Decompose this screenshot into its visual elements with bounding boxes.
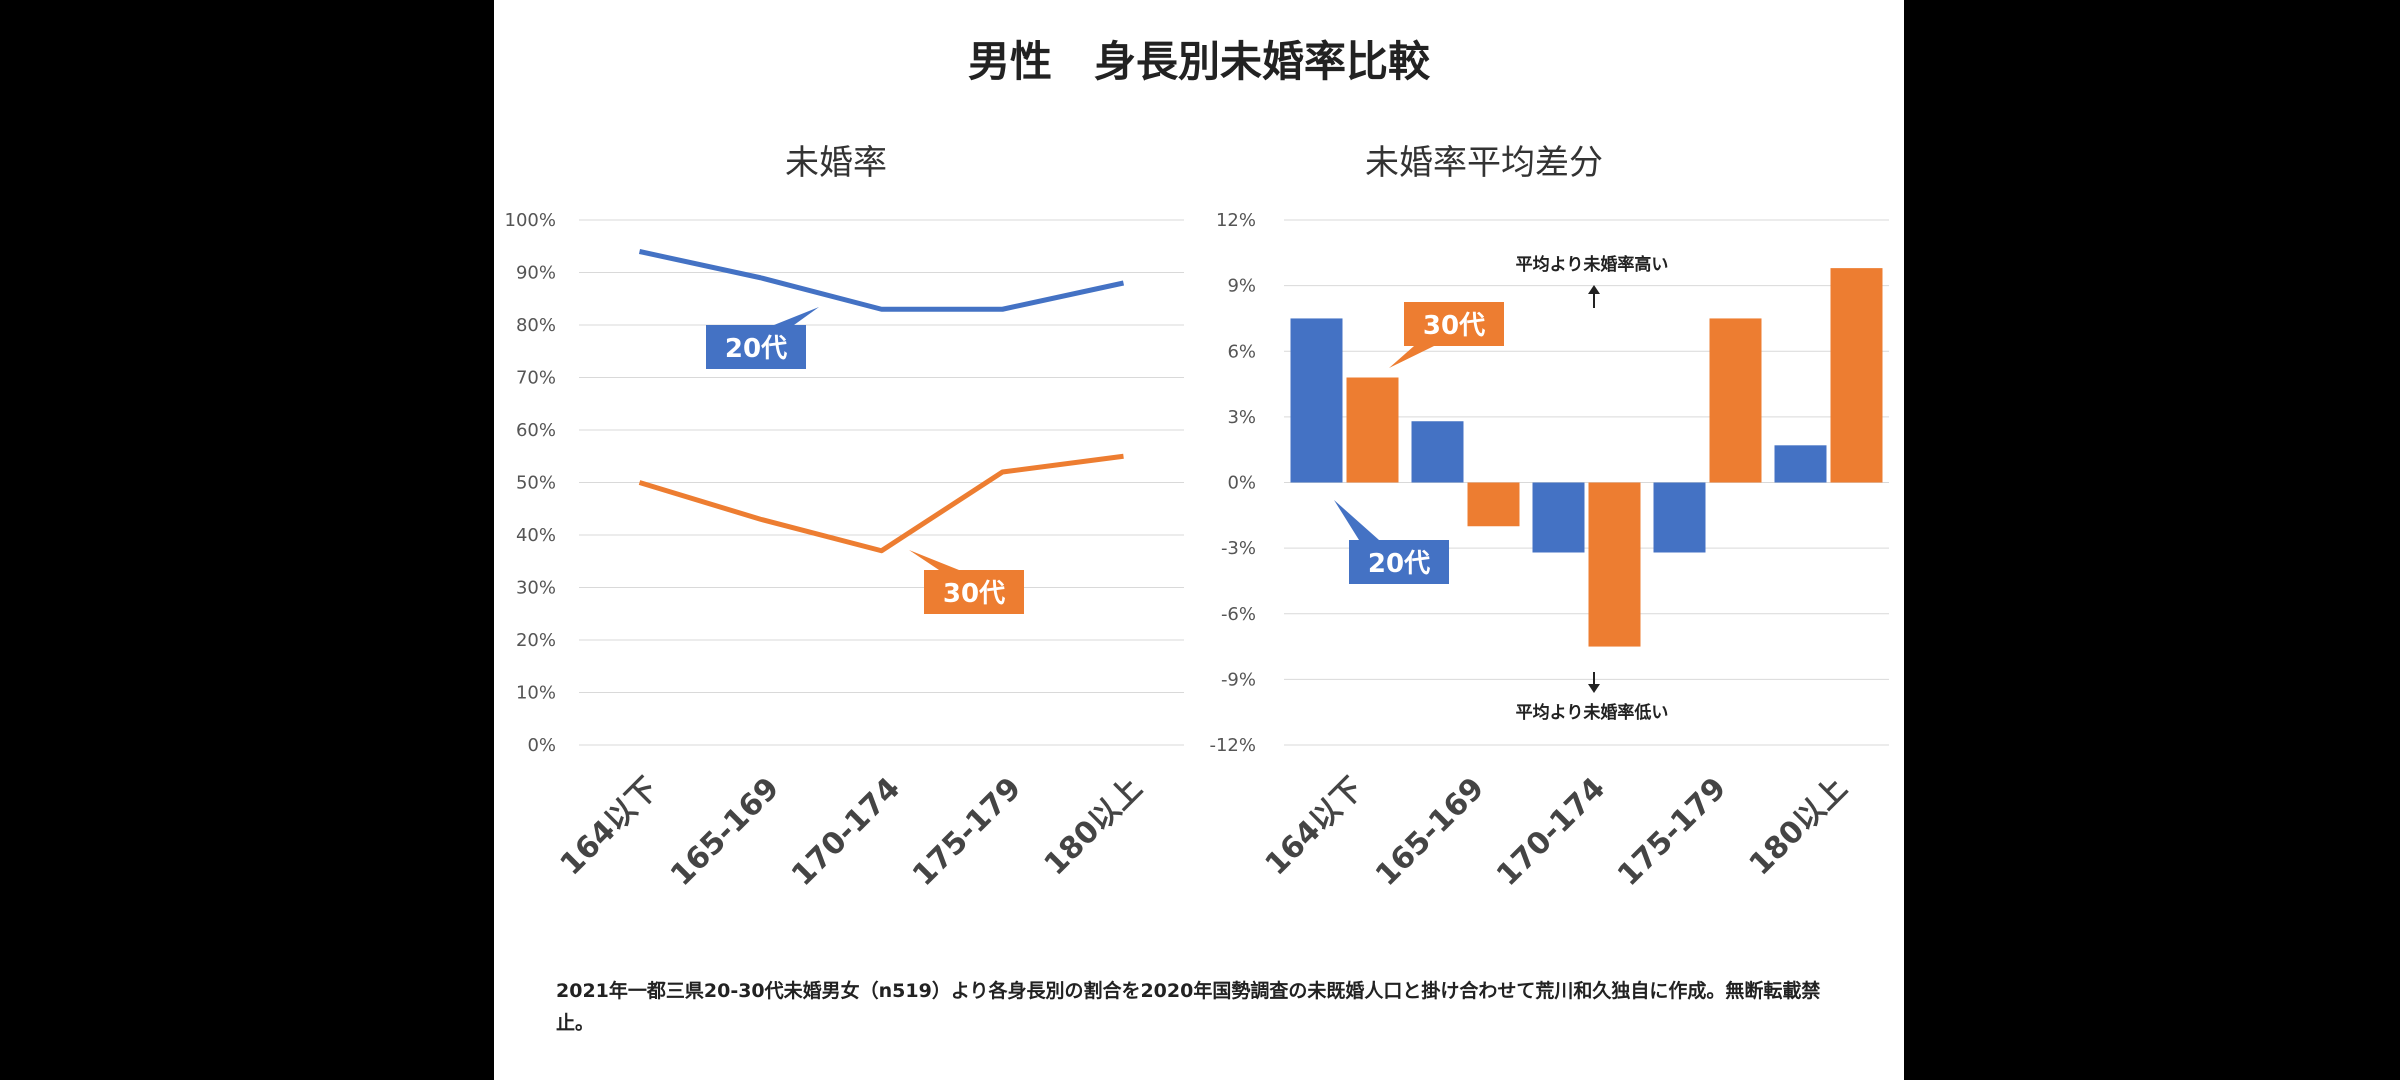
bar-y-tick-label: 3%: [1227, 407, 1256, 428]
bar-30s: [1709, 318, 1762, 483]
bar-30s: [1346, 377, 1399, 483]
bar-callout-20s-box: [1349, 540, 1449, 584]
bar-callout-20s-label: 20代: [1368, 549, 1430, 579]
bar-y-tick-label: -12%: [1209, 735, 1256, 756]
charts-svg: 100%90%80%70%60%50%40%30%20%10%0%164以下16…: [505, 210, 1889, 893]
line-y-tick-label: 70%: [516, 368, 556, 389]
bar-y-tick-label: 12%: [1216, 210, 1256, 231]
bar-20s: [1411, 421, 1464, 483]
line-x-tick-label: 170-174: [785, 771, 907, 893]
bar-callout-20s-tail: [1334, 500, 1379, 540]
line-x-tick-label: 175-179: [906, 771, 1028, 893]
annotation-low: 平均より未婚率低い: [1516, 702, 1669, 723]
bar-30s: [1588, 482, 1641, 647]
bar-y-tick-label: -6%: [1221, 604, 1256, 625]
bar-x-tick-label: 175-179: [1611, 771, 1733, 893]
annotation-high: 平均より未婚率高い: [1516, 254, 1669, 275]
line-y-tick-label: 10%: [516, 683, 556, 704]
bar-30s: [1467, 482, 1520, 527]
bar-x-tick-label: 180以上: [1743, 771, 1854, 882]
line-series-30s: [638, 453, 1124, 554]
main-title: 男性 身長別未婚率比較: [967, 37, 1430, 86]
line-x-tick-label: 165-169: [664, 771, 786, 893]
bar-callout-30s-box: [1404, 302, 1504, 346]
line-y-tick-label: 50%: [516, 473, 556, 494]
bar-y-tick-label: 6%: [1227, 341, 1256, 362]
bar-20s: [1653, 482, 1706, 553]
line-series-20s: [638, 249, 1125, 312]
line-callout-20s-box: [706, 325, 806, 369]
line-y-tick-label: 60%: [516, 420, 556, 441]
bar-chart-title: 未婚率平均差分: [1365, 143, 1603, 183]
line-chart-title: 未婚率: [785, 143, 887, 183]
bar-y-tick-label: 0%: [1227, 473, 1256, 494]
line-callout-30s-label: 30代: [943, 579, 1005, 609]
bar-y-tick-label: -3%: [1221, 538, 1256, 559]
bar-x-tick-label: 165-169: [1369, 771, 1491, 893]
line-y-tick-label: 0%: [527, 735, 556, 756]
chart-panel: 男性 身長別未婚率比較 未婚率 未婚率平均差分 100% 90% 80% 70% 60%…: [494, 0, 1904, 1080]
line-y-tick-label: 40%: [516, 525, 556, 546]
line-x-tick-label: 180以上: [1038, 771, 1149, 882]
bar-20s: [1774, 445, 1827, 483]
line-x-tick-label: 164以下: [554, 771, 665, 882]
arrow-down-head-icon: [1588, 684, 1600, 693]
line-callout-20s-tail: [774, 307, 819, 325]
bar-y-tick-label: 9%: [1227, 276, 1256, 297]
line-y-tick-label: 100%: [505, 210, 556, 231]
line-y-tick-label: 90%: [516, 263, 556, 284]
bar-20s: [1532, 482, 1585, 553]
line-y-tick-label: 80%: [516, 315, 556, 336]
bar-x-tick-label: 170-174: [1490, 771, 1612, 893]
footnote: 2021年一都三県20-30代未婚男女（n519）より各身長別の割合を2020年…: [556, 980, 1821, 1034]
line-y-tick-label: 20%: [516, 630, 556, 651]
arrow-up-head-icon: [1588, 285, 1600, 294]
bar-30s: [1830, 268, 1883, 483]
bar-callout-30s-label: 30代: [1423, 311, 1485, 341]
bar-y-tick-label: -9%: [1221, 669, 1256, 690]
bar-x-tick-label: 164以下: [1259, 771, 1370, 882]
bar-callout-30s-tail: [1389, 346, 1434, 368]
line-y-tick-label: 30%: [516, 578, 556, 599]
line-callout-30s-tail: [909, 550, 959, 570]
bar-20s: [1290, 318, 1343, 483]
line-callout-20s-label: 20代: [725, 334, 787, 364]
line-callout-30s-box: [924, 570, 1024, 614]
